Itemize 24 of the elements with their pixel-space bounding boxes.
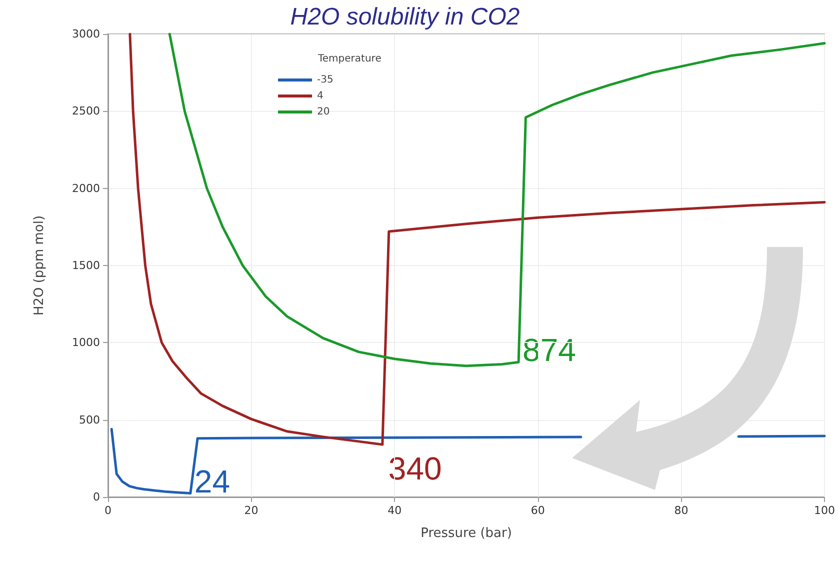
x-tick-label: 60 [530,504,545,517]
legend-label: 20 [317,106,330,118]
x-tick-label: 0 [104,504,112,517]
y-tick-label: 0 [93,490,100,504]
line-series [128,32,826,446]
y-tick-label: 2000 [72,182,100,195]
line-series [168,32,826,368]
y-tick-label: 2500 [72,104,100,118]
x-tick-label: 80 [674,504,688,517]
legend-label: -35 [317,74,334,86]
annotation: 340 [388,450,442,487]
y-tick-label: 1500 [72,259,100,272]
chart-title: H2O solubility in CO2 [290,4,520,30]
y-axis-title: H2O (ppm mol) [32,215,47,316]
annotation: 24 [194,463,230,500]
legend-title: Temperature [317,54,382,64]
y-tick-label: 1000 [72,336,100,350]
x-tick-label: 100 [814,504,835,517]
x-tick-label: 20 [244,504,258,517]
y-tick-label: 500 [79,413,100,426]
x-tick-label: 40 [388,504,402,517]
x-axis-title: Pressure (bar) [420,526,512,541]
y-tick-label: 3000 [72,28,100,40]
legend-label: 4 [317,90,324,102]
